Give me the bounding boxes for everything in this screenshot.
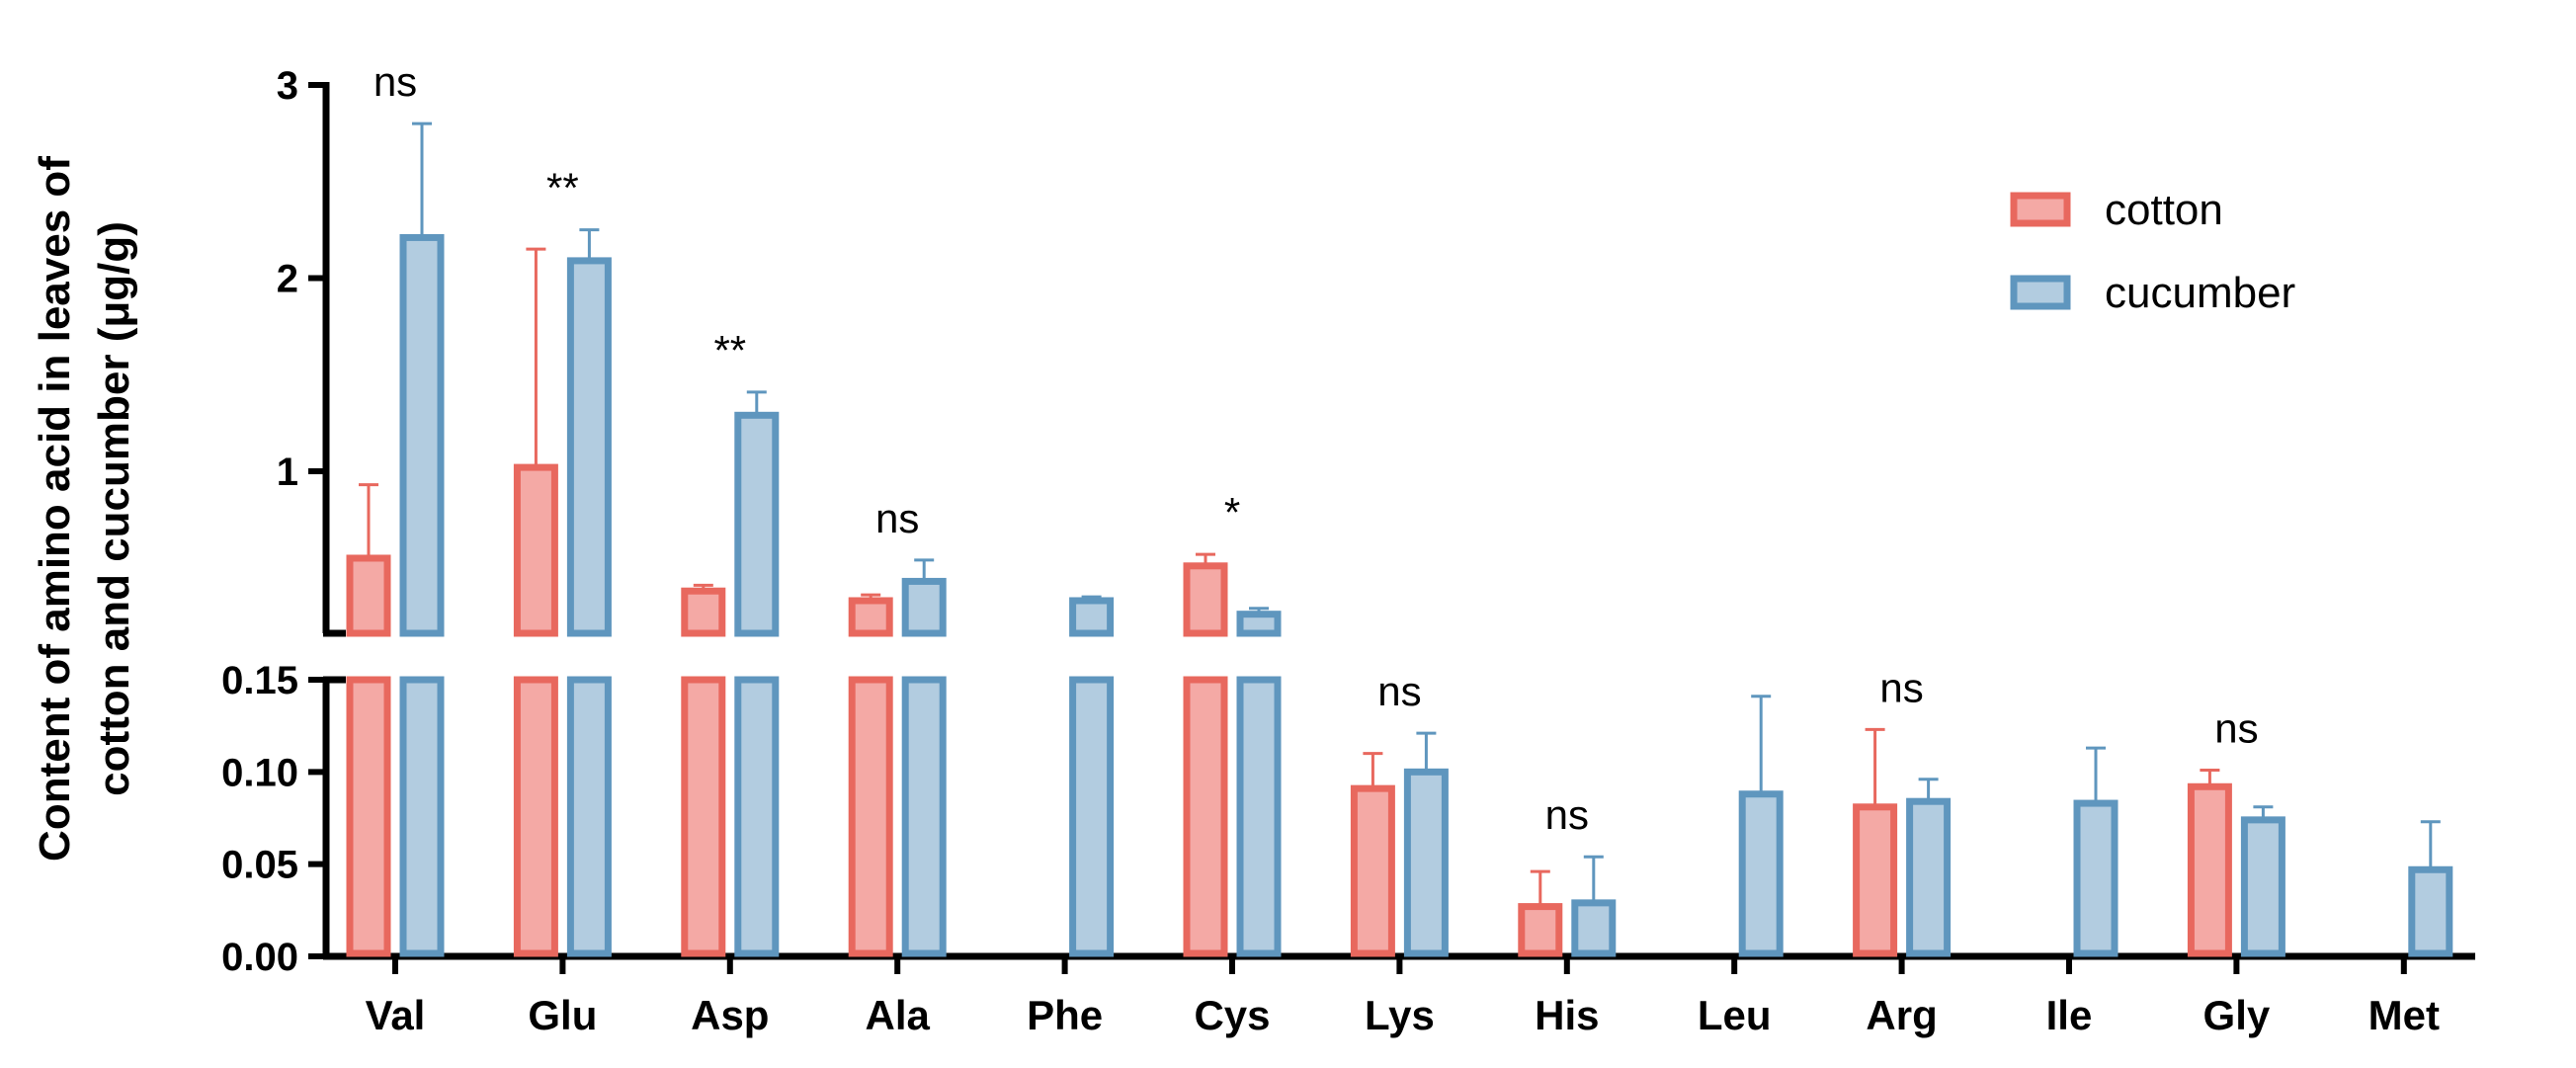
bar-cotton-upper xyxy=(681,587,726,637)
x-tick-label: Gly xyxy=(2203,992,2271,1038)
bar-cucumber xyxy=(2073,799,2119,957)
bar-cucumber-lower xyxy=(566,676,612,957)
legend-label-cotton: cotton xyxy=(2105,186,2223,234)
bar-cotton-upper xyxy=(346,554,391,637)
significance-label: ns xyxy=(374,58,417,105)
bar-cucumber-lower xyxy=(734,676,780,957)
y-tick-label: 1 xyxy=(277,451,298,494)
y-tick-label: 0.00 xyxy=(221,936,298,979)
bar-cucumber-upper xyxy=(1069,597,1115,637)
significance-label: ns xyxy=(1879,664,1923,710)
bar-cotton-upper xyxy=(1183,562,1228,637)
significance-label: ** xyxy=(713,327,746,373)
bar-cucumber-upper xyxy=(901,577,947,637)
bar-cucumber-lower xyxy=(1069,676,1115,957)
legend: cotton cucumber xyxy=(2010,186,2295,317)
bar-cucumber xyxy=(2408,865,2453,957)
x-tick-label: Arg xyxy=(1866,992,1937,1038)
error-bars xyxy=(359,122,2441,907)
bar-cucumber-upper xyxy=(399,233,445,637)
y-axis-label-line-2: cotton and cucumber (μg/g) xyxy=(90,221,138,796)
y-tick-label: 0.05 xyxy=(221,844,298,887)
bar-cotton-lower xyxy=(513,676,558,957)
y-axis-label: Content of amino acid in leaves of cotto… xyxy=(31,156,138,862)
bar-cucumber xyxy=(1403,768,1449,957)
x-tick-label: Glu xyxy=(528,992,597,1038)
legend-swatch-cucumber xyxy=(2010,275,2071,310)
bar-cucumber xyxy=(1906,797,1952,957)
y-tick-label: 0.15 xyxy=(221,659,298,702)
bar-cotton-lower xyxy=(346,676,391,957)
bar-cotton-upper xyxy=(513,463,558,637)
significance-label: ns xyxy=(1377,668,1421,714)
legend-swatch-cotton xyxy=(2010,192,2071,227)
x-tick-label: Leu xyxy=(1698,992,1772,1038)
tick-labels: 0.00 0.05 0.10 0.15 1 2 3 xyxy=(221,64,326,979)
bar-cucumber-lower xyxy=(901,676,947,957)
bar-cucumber xyxy=(1571,899,1617,957)
significance-label: * xyxy=(1224,489,1240,535)
x-tick-label: Val xyxy=(366,992,426,1038)
bar-cotton xyxy=(1853,803,1898,957)
x-tick-label: Asp xyxy=(691,992,769,1038)
x-tick-label: Ala xyxy=(866,992,931,1038)
bar-cucumber-upper xyxy=(734,411,780,637)
x-tick-label: Phe xyxy=(1027,992,1103,1038)
y-axis-label-line-1: Content of amino acid in leaves of xyxy=(31,156,79,862)
significance-label: ns xyxy=(2214,704,2258,751)
category-labels: Val Glu Asp Ala Phe Cys Lys His Leu Arg Ile Gly Met xyxy=(366,956,2440,1038)
bar-cotton xyxy=(1350,784,1395,957)
bar-cotton-upper xyxy=(848,597,893,637)
x-tick-label: His xyxy=(1535,992,1599,1038)
bar-cucumber-upper xyxy=(566,257,612,637)
x-tick-label: Met xyxy=(2368,992,2440,1038)
x-tick-label: Lys xyxy=(1365,992,1435,1038)
bar-cotton-lower xyxy=(681,676,726,957)
y-tick-label: 3 xyxy=(277,64,298,108)
bar-cucumber xyxy=(2240,816,2285,957)
bar-cucumber-lower xyxy=(1236,676,1282,957)
bar-cotton-lower xyxy=(1183,676,1228,957)
bars xyxy=(346,233,2453,957)
x-tick-label: Ile xyxy=(2046,992,2093,1038)
significance-label: ns xyxy=(1545,791,1589,838)
significance-labels: ns ** ** ns * ns ns ns ns xyxy=(374,58,2259,838)
x-tick-label: Cys xyxy=(1194,992,1270,1038)
significance-label: ** xyxy=(546,165,579,211)
y-tick-label: 0.10 xyxy=(221,751,298,794)
bar-cucumber-lower xyxy=(399,676,445,957)
bar-cucumber-upper xyxy=(1236,611,1282,637)
bar-cucumber xyxy=(1738,790,1784,957)
bar-cotton xyxy=(2187,782,2232,957)
legend-label-cucumber: cucumber xyxy=(2105,269,2295,317)
significance-label: ns xyxy=(875,495,919,541)
bar-cotton-lower xyxy=(848,676,893,957)
bar-cotton xyxy=(1518,903,1563,957)
y-tick-label: 2 xyxy=(277,258,298,301)
